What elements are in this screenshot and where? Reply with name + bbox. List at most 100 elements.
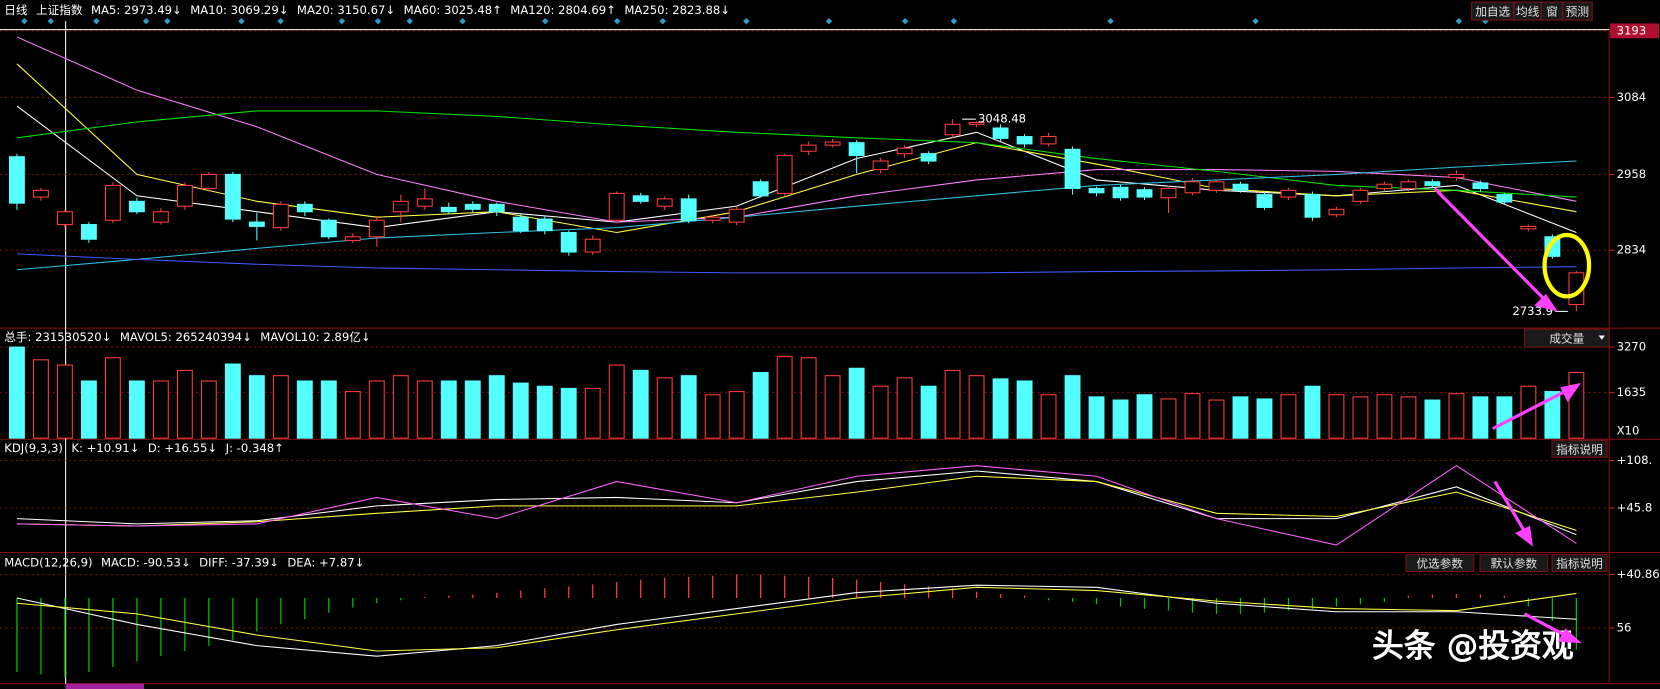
high-annotation: 3048.48 (978, 112, 1026, 126)
toolbar-button-label[interactable]: 均线 (1516, 5, 1540, 19)
volume-bar (632, 369, 649, 439)
toolbar-button-label[interactable]: 加自选 (1475, 5, 1510, 19)
volume-bar (1472, 396, 1489, 439)
candle-body (1136, 189, 1153, 198)
volume-bar (440, 380, 457, 439)
candle-body (488, 203, 505, 213)
volume-bar (1136, 394, 1153, 439)
candle-body (608, 192, 625, 221)
indicator-line (16, 160, 1577, 271)
candle-body (944, 123, 961, 136)
volume-bar (392, 375, 409, 439)
indicator-button[interactable] (1551, 439, 1608, 458)
volume-bar (584, 387, 601, 439)
volume-bar (104, 357, 121, 439)
volume-bar (1520, 385, 1537, 439)
candle-body (56, 211, 73, 226)
candle-body (320, 219, 337, 238)
volume-bar (1232, 396, 1249, 439)
candle-body (1400, 181, 1417, 190)
volume-bar (752, 371, 769, 439)
candle-body (968, 121, 985, 125)
volume-bar (1304, 385, 1321, 439)
volume-bar (512, 382, 529, 439)
volume-bar (416, 380, 433, 439)
volume-bar (296, 380, 313, 439)
candle-body (1112, 186, 1129, 199)
annotation-arrows (1433, 187, 1582, 644)
candle-body (512, 216, 529, 232)
candle-body (392, 200, 409, 213)
volume-bar (704, 394, 721, 439)
candle-body (632, 195, 649, 202)
candle-body (128, 200, 145, 213)
indicator-button[interactable] (1479, 554, 1549, 573)
indicator-button-label[interactable]: 指标说明 (1556, 557, 1603, 571)
info-label: MA120: 2804.69↑ (510, 3, 616, 17)
candle-body (560, 231, 577, 253)
info-label: MACD: -90.53↓ (101, 556, 191, 570)
y-tick-label: 3270 (1617, 340, 1647, 354)
selector-label[interactable]: 成交量 (1549, 332, 1584, 346)
info-label: 上证指数 (36, 3, 83, 17)
volume-bar (344, 391, 361, 439)
candle-body (440, 206, 457, 213)
y-tick-label: 56 (1617, 620, 1632, 634)
volume-bar (1328, 394, 1345, 439)
volume-bar (920, 385, 937, 439)
info-label: 总手: 231530520↓ (4, 330, 111, 344)
toolbar-button-label[interactable]: 窗 (1546, 5, 1558, 19)
toolbar-button[interactable] (1562, 1, 1593, 21)
volume-bar (272, 375, 289, 439)
candle-body (296, 203, 313, 213)
y-tick-label: +108. (1617, 453, 1653, 467)
info-label: MA60: 3025.48↑ (404, 3, 502, 17)
candle-body (1328, 208, 1345, 216)
candle-body (536, 218, 553, 232)
volume-bar (992, 378, 1009, 439)
candle-body (464, 203, 481, 210)
volume-bar (1088, 396, 1105, 439)
candle-body (1064, 148, 1081, 190)
current-price-box (1610, 23, 1659, 39)
volume-bar (800, 357, 817, 439)
candle-body (1520, 225, 1537, 230)
current-price-label: 3193 (1617, 23, 1647, 37)
candle-body (896, 147, 913, 155)
volume-bar (1352, 396, 1369, 439)
volume-bar (152, 380, 169, 439)
info-label: MA250: 2823.88↓ (624, 3, 730, 17)
volume-bar (200, 380, 217, 439)
indicator-button-label[interactable]: 指标说明 (1556, 442, 1603, 456)
indicator-line (16, 584, 1577, 657)
indicator-button-label[interactable]: 优选参数 (1417, 557, 1464, 571)
volume-bar (1208, 399, 1225, 439)
indicator-button-label[interactable]: 默认参数 (1491, 557, 1538, 571)
info-label: MA10: 3069.29↓ (190, 3, 288, 17)
candle-body (824, 141, 841, 146)
indicator-button[interactable] (1551, 554, 1608, 573)
candle-body (1448, 173, 1465, 179)
info-label: J: -0.348↑ (225, 441, 284, 455)
y-tick-label: 2958 (1617, 167, 1647, 181)
y-tick-label: 3084 (1617, 90, 1647, 104)
toolbar-button-label[interactable]: 预测 (1566, 5, 1589, 19)
unit-label: X10 (1617, 423, 1640, 437)
volume-bar (1280, 394, 1297, 439)
y-tick-label: +40.86 (1617, 567, 1660, 581)
candle-body (176, 184, 193, 207)
info-label: MA5: 2973.49↓ (91, 3, 182, 17)
volume-bar (536, 385, 553, 439)
candle-body (1304, 194, 1321, 218)
candle-body (200, 173, 217, 190)
volume-bar (776, 356, 793, 439)
candle-body (800, 144, 817, 152)
indicator-line (16, 110, 1577, 198)
candle-body (776, 154, 793, 194)
indicator-button[interactable] (1405, 554, 1475, 573)
info-label: MACD(12,26,9) (4, 556, 92, 570)
volume-bar (1496, 396, 1513, 439)
candle-body (1160, 187, 1177, 199)
volume-bar (1160, 398, 1177, 439)
